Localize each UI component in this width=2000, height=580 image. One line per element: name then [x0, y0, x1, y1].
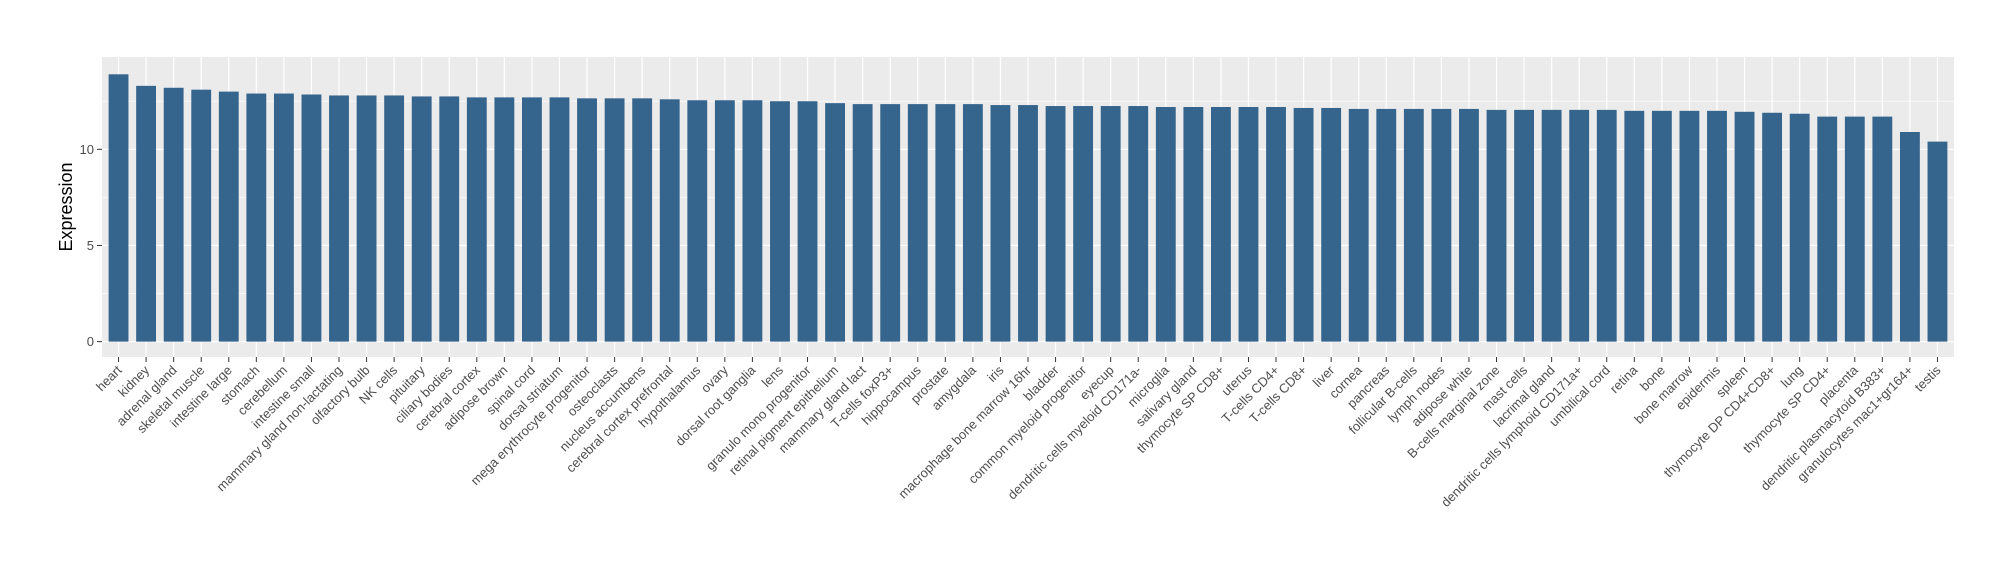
- bar: [1514, 109, 1534, 342]
- bar: [962, 104, 983, 342]
- bar: [1844, 116, 1865, 342]
- x-tick-label: retina: [1607, 362, 1641, 396]
- y-tick-label: 5: [87, 238, 94, 253]
- bar: [825, 103, 846, 342]
- bar: [770, 101, 790, 342]
- bar: [163, 87, 184, 342]
- bar: [1541, 109, 1562, 342]
- bar: [1927, 141, 1948, 342]
- bar: [108, 74, 129, 342]
- bar: [1624, 110, 1645, 342]
- bar: [935, 104, 956, 342]
- bar: [742, 100, 763, 342]
- bar: [136, 85, 157, 342]
- bar: [1596, 109, 1617, 342]
- bar: [356, 95, 377, 342]
- bar: [1100, 106, 1121, 342]
- bar: [1128, 106, 1149, 342]
- bar: [1183, 107, 1204, 342]
- bar: [1734, 111, 1755, 342]
- bar: [301, 94, 322, 342]
- bar: [1266, 107, 1286, 342]
- bar: [577, 98, 597, 342]
- y-axis-title: Expression: [56, 162, 76, 251]
- bar: [384, 95, 405, 342]
- bar: [191, 89, 212, 342]
- bar: [411, 96, 432, 342]
- bar: [1651, 110, 1672, 342]
- bar: [604, 98, 625, 342]
- y-tick-label: 0: [87, 334, 94, 349]
- bar: [1899, 132, 1920, 342]
- bar: [1679, 110, 1700, 342]
- bar: [1762, 112, 1783, 342]
- bar: [632, 98, 653, 342]
- bar: [466, 97, 487, 342]
- bar: [329, 95, 349, 342]
- bar: [1155, 107, 1176, 342]
- bar: [797, 101, 818, 342]
- bar: [494, 97, 515, 342]
- bar: [687, 100, 708, 342]
- bar: [218, 91, 239, 342]
- bar: [1376, 108, 1397, 342]
- bar: [439, 96, 460, 342]
- bar: [1018, 105, 1038, 342]
- bar: [1045, 106, 1066, 342]
- bar: [522, 97, 542, 342]
- bar: [1817, 116, 1838, 342]
- bar: [907, 104, 928, 342]
- y-axis: 0 5 10: [80, 142, 102, 349]
- bar: [1486, 109, 1507, 342]
- bar: [1403, 108, 1424, 342]
- bar: [880, 104, 901, 342]
- bar: [1459, 108, 1479, 342]
- bar: [1293, 107, 1314, 342]
- bar: [549, 97, 570, 342]
- bar: [990, 105, 1011, 342]
- bar: [1073, 106, 1094, 342]
- bar: [246, 93, 267, 342]
- bar: [1707, 110, 1727, 342]
- bar: [659, 99, 680, 342]
- bar: [1238, 107, 1259, 342]
- bar: [1210, 107, 1231, 342]
- bar: [714, 100, 735, 342]
- bar: [1789, 113, 1810, 342]
- x-tick-label: testis: [1912, 362, 1944, 394]
- y-tick-label: 10: [80, 142, 94, 157]
- bar: [852, 104, 873, 342]
- bar: [1872, 116, 1893, 342]
- bar: [1348, 108, 1369, 342]
- bar: [1431, 108, 1452, 342]
- bar: [273, 93, 294, 342]
- bars: [108, 74, 1948, 342]
- bar: [1569, 109, 1590, 342]
- bar: [1321, 107, 1342, 342]
